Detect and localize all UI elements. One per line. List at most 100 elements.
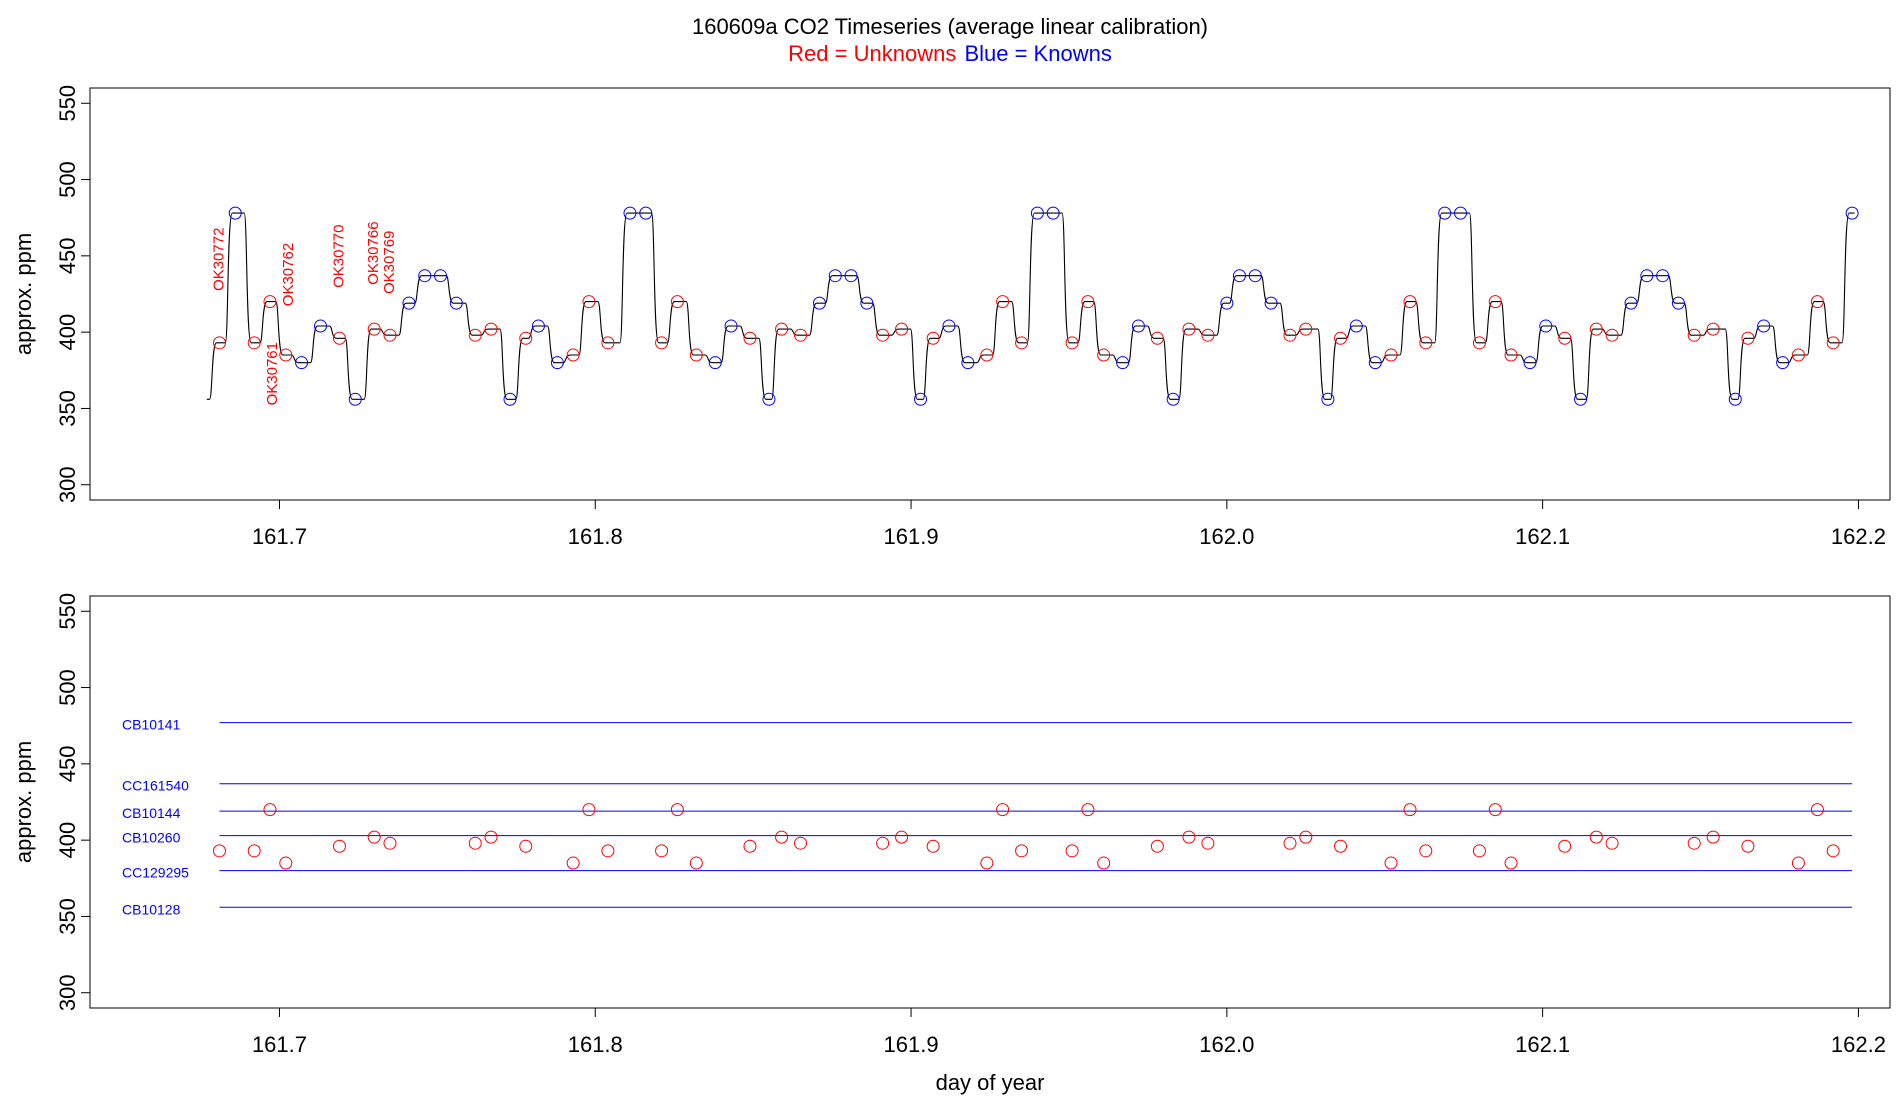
known-point xyxy=(1757,319,1771,333)
unknown-point xyxy=(1605,328,1619,342)
known-point xyxy=(402,296,416,310)
unknown-point xyxy=(1201,836,1215,850)
known-point xyxy=(914,392,928,406)
known-point xyxy=(1728,392,1742,406)
x-tick-label: 162.1 xyxy=(1515,1032,1570,1057)
unknown-point xyxy=(1097,856,1111,870)
unknown-point xyxy=(1403,295,1417,309)
unknown-point xyxy=(1504,348,1518,362)
y-tick-label: 450 xyxy=(55,745,80,782)
unknown-point xyxy=(383,836,397,850)
unknown-point xyxy=(1384,856,1398,870)
y-axis-label: approx. ppm xyxy=(11,741,36,863)
unknown-point xyxy=(1334,331,1348,345)
unknown-point xyxy=(383,328,397,342)
y-tick-label: 300 xyxy=(55,974,80,1011)
y-tick-label: 350 xyxy=(55,898,80,935)
unknown-point xyxy=(1706,322,1720,336)
known-point xyxy=(348,392,362,406)
unknown-point xyxy=(1384,348,1398,362)
known-point xyxy=(1030,206,1044,220)
y-axis-label: approx. ppm xyxy=(11,233,36,355)
known-point xyxy=(295,356,309,370)
unknown-point xyxy=(1558,839,1572,853)
unknown-point xyxy=(332,331,346,345)
known-point xyxy=(812,296,826,310)
unknown-point xyxy=(1488,295,1502,309)
unknown-point xyxy=(775,322,789,336)
x-tick-label: 162.0 xyxy=(1199,524,1254,549)
reference-label: CC129295 xyxy=(122,865,189,881)
unknown-point xyxy=(743,331,757,345)
known-point xyxy=(1116,356,1130,370)
x-tick-label: 161.7 xyxy=(252,1032,307,1057)
known-point xyxy=(1248,269,1262,283)
unknown-point xyxy=(670,803,684,817)
unknown-point xyxy=(794,328,808,342)
unknown-point xyxy=(895,830,909,844)
unknown-point xyxy=(367,830,381,844)
unknown-point xyxy=(1826,336,1840,350)
known-point xyxy=(1166,392,1180,406)
known-point xyxy=(434,269,448,283)
known-point xyxy=(623,206,637,220)
known-point xyxy=(1523,356,1537,370)
y-tick-label: 550 xyxy=(55,593,80,630)
unknown-point xyxy=(1081,295,1095,309)
unknown-point xyxy=(1687,836,1701,850)
unknown-point xyxy=(1589,830,1603,844)
unknown-point xyxy=(212,336,226,350)
known-point xyxy=(1656,269,1670,283)
known-point xyxy=(1232,269,1246,283)
x-tick-label: 161.9 xyxy=(884,524,939,549)
known-point xyxy=(1845,206,1859,220)
unknown-point xyxy=(926,839,940,853)
x-tick-label: 161.8 xyxy=(568,1032,623,1057)
unknown-point xyxy=(689,856,703,870)
unknown-point xyxy=(279,856,293,870)
unknown-point xyxy=(566,348,580,362)
y-tick-label: 500 xyxy=(55,161,80,198)
unknown-point xyxy=(468,328,482,342)
known-point xyxy=(961,356,975,370)
unknown-point xyxy=(1182,830,1196,844)
legend-knowns: Blue = Knowns xyxy=(964,41,1112,66)
unknown-point xyxy=(1791,856,1805,870)
known-point xyxy=(639,206,653,220)
unknown-point xyxy=(1182,322,1196,336)
unknown-point xyxy=(1015,844,1029,858)
unknown-point xyxy=(655,336,669,350)
x-tick-label: 161.9 xyxy=(884,1032,939,1057)
unknown-point xyxy=(996,295,1010,309)
reference-label: CB10144 xyxy=(122,805,181,821)
unknown-point xyxy=(980,348,994,362)
known-point xyxy=(860,296,874,310)
unknown-point xyxy=(1706,830,1720,844)
unknown-point xyxy=(1810,803,1824,817)
sample-id-annotation: OK30772 xyxy=(210,228,227,291)
known-point xyxy=(1438,206,1452,220)
known-point xyxy=(1349,319,1363,333)
known-point xyxy=(531,319,545,333)
unknown-point xyxy=(212,844,226,858)
reference-label: CB10128 xyxy=(122,901,181,917)
y-tick-label: 400 xyxy=(55,822,80,859)
x-tick-label: 161.8 xyxy=(568,524,623,549)
unknown-point xyxy=(468,836,482,850)
unknown-point xyxy=(247,844,261,858)
y-tick-label: 350 xyxy=(55,390,80,427)
known-point xyxy=(449,296,463,310)
unknown-point xyxy=(582,803,596,817)
unknown-point xyxy=(519,331,533,345)
unknown-point xyxy=(1472,336,1486,350)
unknown-point xyxy=(1741,331,1755,345)
y-tick-label: 500 xyxy=(55,669,80,706)
known-point xyxy=(1539,319,1553,333)
unknown-point xyxy=(1334,839,1348,853)
unknown-point xyxy=(1605,836,1619,850)
unknown-point xyxy=(655,844,669,858)
unknown-point xyxy=(743,839,757,853)
x-tick-label: 162.2 xyxy=(1831,524,1886,549)
unknown-point xyxy=(1791,348,1805,362)
